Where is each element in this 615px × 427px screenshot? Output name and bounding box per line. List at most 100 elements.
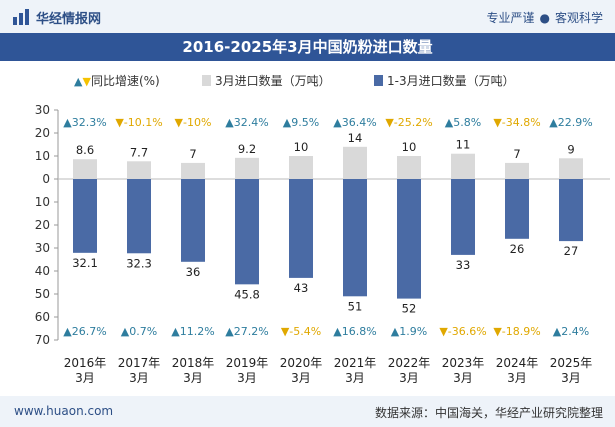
growth-label-ytd: ▼-5.4% [281,325,321,338]
bar-ytd [289,179,313,278]
bar-march [397,156,421,179]
chart-legend: ▲▼同比增速(%) 3月进口数量（万吨） 1-3月进口数量（万吨） [0,72,615,92]
bar-ytd [127,179,151,254]
bar-ytd [73,179,97,253]
y-tick-label: 30 [35,241,50,255]
growth-label-ytd: ▼-18.9% [493,325,540,338]
data-label-march: 10 [402,140,417,154]
x-tick-label: 3月 [345,371,365,385]
x-tick-label: 3月 [75,371,95,385]
x-tick-label: 2020年 [280,356,323,370]
growth-label-march: ▼-10.1% [115,116,162,129]
legend-march-label: 3月进口数量（万吨） [215,74,331,88]
growth-label-ytd: ▲0.7% [121,325,157,338]
triangle-down-icon: ▼ [82,75,91,88]
tag-objective: 客观科学 [554,11,603,25]
data-source: 数据来源：中国海关，华经产业研究院整理 [374,406,603,420]
x-tick-label: 2024年 [496,356,539,370]
bar-march [343,146,367,179]
y-tick-label: 10 [35,149,50,163]
bar-march [559,158,583,179]
y-tick-label: 0 [42,172,50,186]
x-tick-label: 3月 [291,371,311,385]
bar-ytd [397,179,421,299]
y-tick-label: 20 [35,218,50,232]
dot-separator-icon: ● [539,11,550,25]
x-tick-label: 3月 [399,371,419,385]
bar-chart: 30 20 10 0 10 20 30 40 50 60 70 8.6 32.1 ▲32.3% ▲26.7%… [35,103,610,385]
bar-march [127,161,151,179]
data-label-ytd: 52 [402,302,417,316]
legend-ytd-label: 1-3月进口数量（万吨） [387,74,515,88]
legend-ytd-swatch [374,75,383,86]
x-tick-label: 3月 [129,371,149,385]
data-label-ytd: 36 [186,265,201,279]
site-url: www.huaon.com [14,404,114,418]
y-tick-label: 20 [35,126,50,140]
data-label-ytd: 32.3 [126,256,152,270]
x-tick-label: 3月 [561,371,581,385]
bar-march [505,162,529,179]
data-label-ytd: 43 [294,281,309,295]
data-label-ytd: 33 [456,258,471,272]
data-label-march: 9.2 [238,142,256,156]
y-tick-label: 30 [35,103,50,117]
x-tick-label: 3月 [507,371,527,385]
bar-march [181,162,205,179]
bar-ytd [451,179,475,255]
y-tick-label: 40 [35,264,50,278]
growth-label-march: ▲36.4% [333,116,376,129]
growth-label-ytd: ▲16.8% [333,325,376,338]
growth-label-ytd: ▲26.7% [63,325,106,338]
growth-label-march: ▲32.4% [225,116,268,129]
data-label-march: 9 [567,142,574,156]
y-tick-label: 60 [35,310,50,324]
bar-ytd [505,179,529,239]
data-label-ytd: 27 [564,244,579,258]
bar-march [289,156,313,179]
x-tick-label: 2017年 [118,356,161,370]
huajing-logo-icon [13,9,29,25]
bar-march [451,153,475,179]
bar-march [235,157,259,179]
legend-march: 3月进口数量（万吨） [202,72,331,89]
data-label-march: 11 [456,138,471,152]
chart-title: 2016-2025年3月中国奶粉进口数量 [182,38,433,56]
y-tick-label: 10 [35,195,50,209]
growth-label-march: ▼-10% [175,116,212,129]
growth-label-ytd: ▼-36.6% [439,325,486,338]
bar-ytd [181,179,205,262]
bar-ytd [343,179,367,297]
growth-label-march: ▼-34.8% [493,116,540,129]
x-tick-label: 2025年 [550,356,593,370]
data-label-ytd: 32.1 [72,256,98,270]
data-label-march: 7 [189,147,196,161]
data-label-ytd: 45.8 [234,287,260,301]
legend-growth-label: 同比增速(%) [90,74,160,88]
data-label-ytd: 51 [348,299,363,313]
legend-march-swatch [202,75,211,86]
x-tick-label: 2016年 [64,356,107,370]
y-tick-label: 70 [35,333,50,347]
title-bar: 2016-2025年3月中国奶粉进口数量 [0,33,615,61]
growth-label-march: ▲5.8% [445,116,481,129]
x-tick-label: 3月 [453,371,473,385]
data-label-march: 7.7 [130,145,148,159]
growth-label-march: ▲32.3% [63,116,106,129]
growth-label-ytd: ▲1.9% [391,325,427,338]
bar-ytd [235,179,259,285]
data-label-march: 14 [348,131,363,145]
growth-label-ytd: ▲2.4% [553,325,589,338]
data-label-ytd: 26 [510,242,525,256]
data-label-march: 8.6 [76,143,94,157]
growth-label-ytd: ▲11.2% [171,325,214,338]
growth-label-march: ▲9.5% [283,116,319,129]
x-tick-label: 2018年 [172,356,215,370]
legend-growth: ▲▼同比增速(%) [74,72,160,89]
footer-bar: www.huaon.com 数据来源：中国海关，华经产业研究院整理 [0,396,615,427]
x-tick-label: 3月 [183,371,203,385]
data-label-march: 7 [513,147,520,161]
x-tick-label: 2021年 [334,356,377,370]
x-tick-label: 2019年 [226,356,269,370]
x-tick-label: 2022年 [388,356,431,370]
